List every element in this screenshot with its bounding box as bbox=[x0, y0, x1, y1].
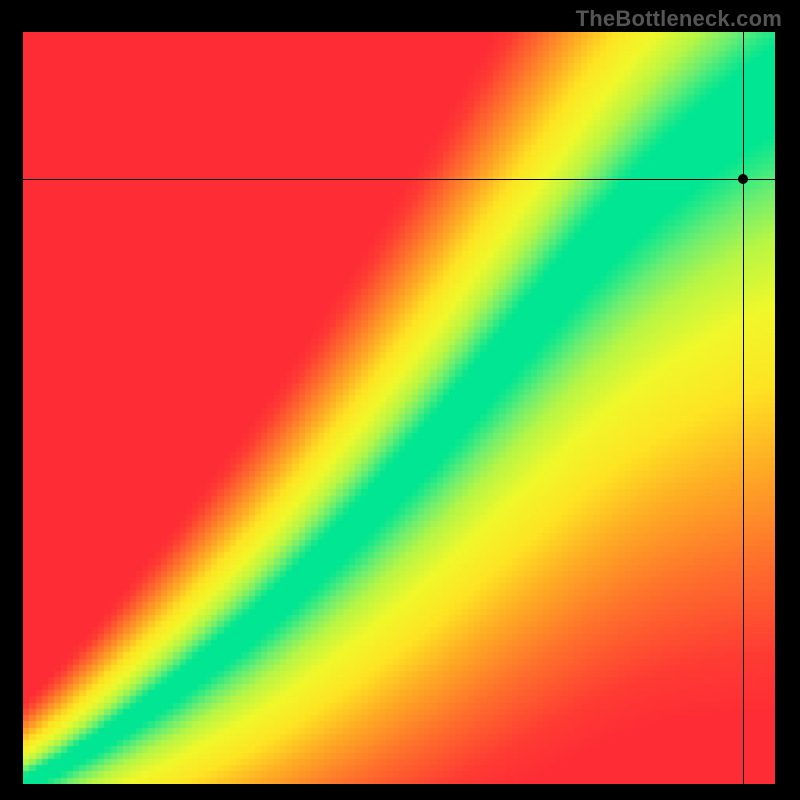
crosshair-vertical bbox=[743, 32, 744, 784]
bottleneck-heatmap bbox=[23, 32, 775, 784]
chart-container: TheBottleneck.com bbox=[0, 0, 800, 800]
plot-area bbox=[23, 32, 775, 784]
crosshair-horizontal bbox=[23, 179, 775, 180]
watermark-text: TheBottleneck.com bbox=[576, 6, 782, 32]
